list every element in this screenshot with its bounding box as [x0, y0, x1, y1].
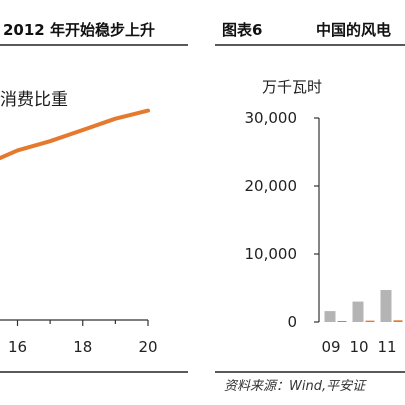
left-x-tick-label: 16 [8, 338, 27, 356]
right-x-ticks: 09 10 11 [321, 338, 396, 356]
left-x-tick-label: 18 [73, 338, 92, 356]
left-x-tick-label: 20 [138, 338, 157, 356]
right-unit-label: 万千瓦时 [262, 78, 322, 96]
right-bar-accent [393, 320, 403, 322]
left-chart-title: 2012 年开始稳步上升 [3, 21, 155, 39]
left-x-ticks: 14161820 [8, 320, 158, 356]
right-x-tick-label: 09 [321, 338, 340, 356]
left-panel: 2012 年开始稳步上升 消费比重 14161820 [0, 21, 188, 373]
right-y-tick-label: 0 [287, 313, 297, 331]
right-x-tick-label: 11 [377, 338, 396, 356]
right-figure-number: 图表6 [222, 21, 262, 39]
right-source-note: 资料来源：Wind,平安证 [224, 379, 367, 394]
right-y-tick-label: 10,000 [245, 245, 298, 263]
right-bars [324, 290, 403, 322]
right-y-tick-label: 30,000 [245, 109, 298, 127]
right-bar [324, 311, 336, 322]
right-chart-title: 中国的风电 [316, 21, 391, 39]
right-bar-accent [337, 320, 347, 322]
right-x-tick-label: 10 [349, 338, 368, 356]
right-y-tick-label: 20,000 [245, 177, 298, 195]
left-series-line [0, 108, 150, 161]
right-bar [352, 301, 364, 322]
right-panel: 图表6 中国的风电 万千瓦时 30,000 20,000 10,000 0 09 10 1… [215, 21, 405, 394]
right-y-ticks: 30,000 20,000 10,000 0 [245, 109, 319, 331]
right-bar-accent [365, 320, 375, 322]
left-series-label: 消费比重 [0, 90, 68, 110]
right-bar [380, 290, 392, 322]
